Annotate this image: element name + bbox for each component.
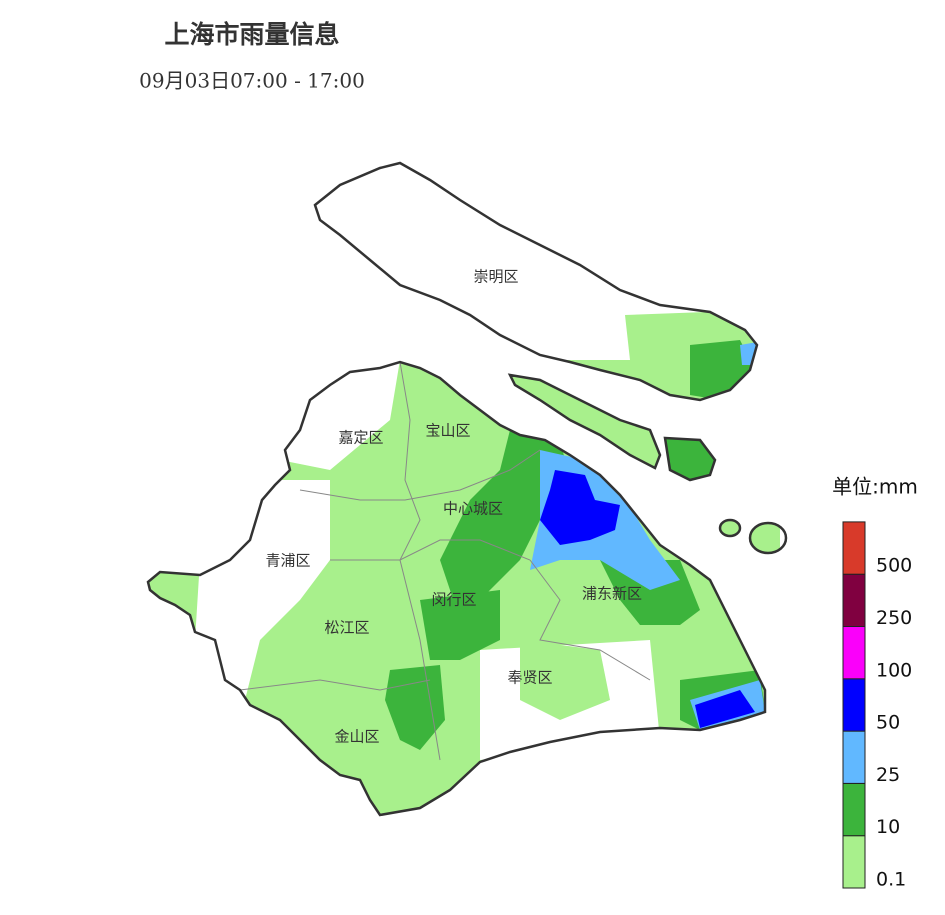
district-label: 中心城区 (443, 500, 503, 518)
legend-label: 0.1 (876, 869, 906, 891)
district-label: 青浦区 (265, 552, 310, 570)
coastline (146, 161, 788, 817)
legend-swatch (842, 782, 866, 837)
legend-title: 单位:mm (832, 475, 918, 499)
legend-swatch (842, 521, 866, 575)
legend: 0.1 10 25 50 100 250 500 (842, 521, 912, 891)
legend-label: 10 (876, 816, 900, 838)
legend-label: 25 (876, 764, 900, 786)
district-label: 宝山区 (425, 422, 470, 440)
legend-label: 100 (876, 659, 912, 681)
district-borders (239, 361, 651, 761)
district-label: 崇明区 (473, 268, 518, 286)
district-label: 松江区 (324, 619, 369, 637)
legend-label: 500 (876, 555, 912, 577)
district-label: 奉贤区 (507, 669, 552, 687)
legend-label: 50 (876, 712, 900, 734)
title: 上海市雨量信息 (164, 20, 339, 49)
subtitle: 09月03日07:00 - 17:00 (139, 69, 365, 93)
district-label: 闵行区 (431, 591, 476, 609)
legend-swatch (842, 678, 866, 732)
legend-swatch (842, 835, 866, 889)
legend-label: 250 (876, 607, 912, 629)
legend-swatch (842, 730, 866, 784)
legend-swatch (842, 573, 866, 628)
district-labels: 崇明区 嘉定区 宝山区 中心城区 青浦区 闵行区 浦东新区 松江区 奉贤区 金山… (265, 268, 642, 746)
district-label: 嘉定区 (338, 429, 383, 447)
district-label: 金山区 (334, 728, 379, 746)
legend-swatch (842, 626, 866, 680)
district-label: 浦东新区 (582, 585, 642, 603)
